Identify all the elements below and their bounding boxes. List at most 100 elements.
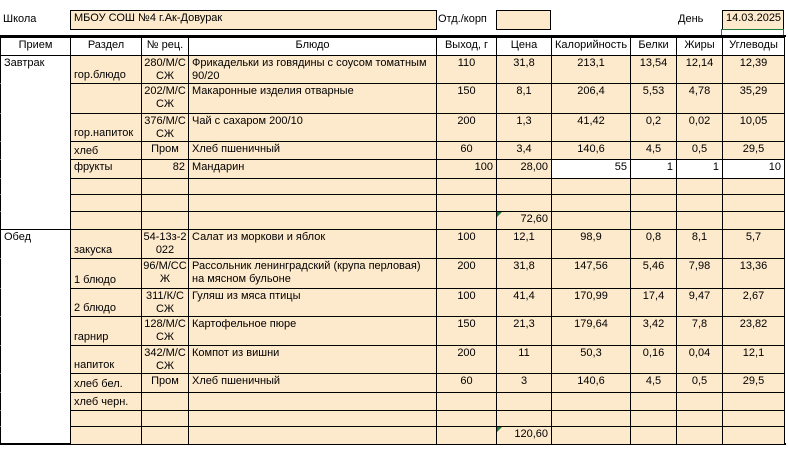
- carbs-cell: 12,1: [722, 345, 785, 374]
- portion-cell: 100: [436, 288, 497, 317]
- portion-cell: [436, 194, 497, 212]
- price-cell: 11: [496, 345, 552, 374]
- portion-cell: 60: [436, 373, 497, 393]
- meal-cell: [0, 211, 71, 230]
- recipe-cell: 202/М/ССЖ: [141, 83, 189, 114]
- fat-cell: [676, 392, 723, 411]
- protein-cell: 0,16: [630, 345, 677, 374]
- column-header: Блюдо: [188, 37, 437, 56]
- calories-cell: 55: [551, 159, 631, 179]
- fat-cell: [676, 194, 723, 212]
- portion-cell: 60: [436, 141, 497, 160]
- dish-cell: [188, 392, 437, 411]
- protein-cell: [630, 392, 677, 411]
- price-cell: 72,60: [496, 211, 552, 230]
- fat-cell: 9,47: [676, 288, 723, 317]
- column-header: Прием пищи: [0, 37, 71, 56]
- price-cell: 3: [496, 373, 552, 393]
- fat-cell: 0,5: [676, 373, 723, 393]
- column-header: Калорийность: [551, 37, 631, 56]
- price-cell: 1,3: [496, 113, 552, 142]
- carbs-cell: 10,05: [722, 113, 785, 142]
- price-cell: 3,4: [496, 141, 552, 160]
- header-rule: [0, 35, 786, 37]
- calories-cell: 41,42: [551, 113, 631, 142]
- calories-cell: 206,4: [551, 83, 631, 114]
- fat-cell: [676, 426, 723, 445]
- dish-cell: Фрикадельки из говядины с соусом томатны…: [188, 55, 437, 84]
- fat-cell: 7,8: [676, 316, 723, 346]
- calories-cell: 213,1: [551, 55, 631, 84]
- calories-cell: 50,3: [551, 345, 631, 374]
- calories-cell: [551, 178, 631, 195]
- dish-cell: Картофельное пюре: [188, 316, 437, 346]
- portion-cell: 110: [436, 55, 497, 84]
- carbs-cell: 29,5: [722, 141, 785, 160]
- day-label: День: [678, 13, 704, 25]
- meal-cell: [0, 392, 71, 411]
- carbs-cell: 23,82: [722, 316, 785, 346]
- portion-cell: [436, 426, 497, 445]
- dish-cell: Макаронные изделия отварные: [188, 83, 437, 114]
- recipe-cell: [141, 194, 189, 212]
- carbs-cell: 29,5: [722, 373, 785, 393]
- dept-label: Отд./корп: [438, 13, 487, 25]
- fat-cell: 7,98: [676, 258, 723, 289]
- column-header: Раздел: [70, 37, 142, 56]
- fat-cell: [676, 410, 723, 427]
- carbs-cell: 2,67: [722, 288, 785, 317]
- column-header: Жиры: [676, 37, 723, 56]
- portion-cell: [436, 410, 497, 427]
- recipe-cell: 311/К/ССЖ: [141, 288, 189, 317]
- dish-cell: Компот из вишни: [188, 345, 437, 374]
- calories-cell: [551, 194, 631, 212]
- carbs-cell: [722, 426, 785, 445]
- calories-cell: 170,99: [551, 288, 631, 317]
- carbs-cell: 5,7: [722, 229, 785, 259]
- protein-cell: 3,42: [630, 316, 677, 346]
- meal-cell: [0, 288, 71, 317]
- section-cell: [70, 211, 142, 230]
- price-cell: [496, 194, 552, 212]
- dish-cell: Хлеб пшеничный: [188, 373, 437, 393]
- dish-cell: [188, 178, 437, 195]
- portion-cell: 200: [436, 258, 497, 289]
- fat-cell: 4,78: [676, 83, 723, 114]
- meal-cell: Обед: [0, 229, 71, 259]
- recipe-cell: 96/М/ССЖ: [141, 258, 189, 289]
- dish-cell: Гуляш из мяса птицы: [188, 288, 437, 317]
- portion-cell: 200: [436, 345, 497, 374]
- meal-cell: [0, 159, 71, 179]
- carbs-cell: [722, 410, 785, 427]
- dish-cell: [188, 426, 437, 445]
- calories-cell: [551, 211, 631, 230]
- recipe-cell: 82: [141, 159, 189, 179]
- school-name: МБОУ СОШ №4 г.Ак-Довурак: [70, 10, 437, 30]
- column-header: Углеводы: [722, 37, 785, 56]
- calories-cell: [551, 392, 631, 411]
- section-cell: закуска: [70, 229, 142, 259]
- cell-marker: [497, 427, 502, 432]
- meal-cell: [0, 410, 71, 427]
- protein-cell: [630, 211, 677, 230]
- dish-cell: Чай с сахаром 200/10: [188, 113, 437, 142]
- school-label: Школа: [3, 13, 37, 25]
- meal-cell: [0, 345, 71, 374]
- section-cell: 2 блюдо: [70, 288, 142, 317]
- carbs-cell: 13,36: [722, 258, 785, 289]
- date-cell: 14.03.2025: [722, 10, 784, 30]
- meal-cell: [0, 258, 71, 289]
- recipe-cell: [141, 392, 189, 411]
- carbs-cell: [722, 392, 785, 411]
- calories-cell: 140,6: [551, 141, 631, 160]
- fat-cell: 0,02: [676, 113, 723, 142]
- price-cell: 41,4: [496, 288, 552, 317]
- recipe-cell: [141, 178, 189, 195]
- section-cell: [70, 426, 142, 445]
- recipe-cell: 342/М/ССЖ: [141, 345, 189, 374]
- column-header: № рец.: [141, 37, 189, 56]
- protein-cell: [630, 426, 677, 445]
- column-header: Цена: [496, 37, 552, 56]
- meal-cell: [0, 316, 71, 346]
- section-cell: [70, 410, 142, 427]
